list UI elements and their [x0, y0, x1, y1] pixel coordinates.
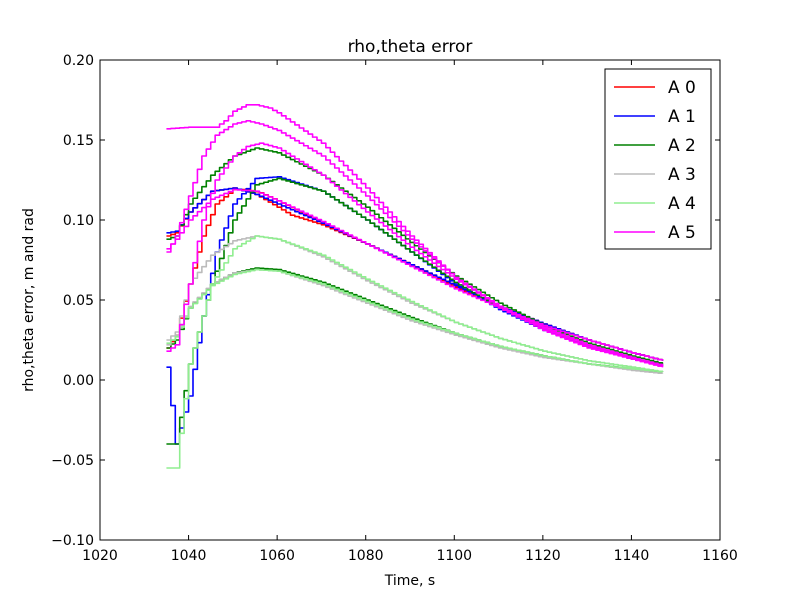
legend-label: A 1	[668, 107, 696, 127]
x-tick-label: 1140	[614, 548, 650, 564]
x-tick-label: 1160	[702, 548, 738, 564]
series-line-a4-0	[166, 235, 664, 469]
legend-label: A 0	[668, 78, 696, 98]
y-tick-label: −0.05	[51, 453, 94, 469]
tick-layer: 1020 1040 1060 1080 1100 1120 1140 1160 −0.10 −0.…	[51, 53, 738, 564]
series-line-a5-1	[166, 120, 664, 368]
series-line-a2-1	[166, 147, 664, 364]
y-tick-label: 0.00	[63, 373, 94, 389]
x-tick-label: 1040	[171, 548, 207, 564]
legend: A 0 A 1 A 2 A 3 A 4 A 5	[604, 68, 712, 250]
y-tick-label: 0.15	[63, 133, 94, 149]
legend-label: A 3	[668, 165, 696, 185]
series-line-a5-2	[166, 188, 664, 361]
x-tick-label: 1060	[259, 548, 295, 564]
y-axis-title: rho,theta error, m and rad	[21, 208, 37, 392]
chart-title: rho,theta error	[348, 37, 473, 57]
x-axis-title: Time, s	[384, 573, 435, 589]
x-tick-label: 1100	[436, 548, 472, 564]
y-tick-label: 0.10	[63, 213, 94, 229]
legend-label: A 5	[668, 223, 696, 243]
y-tick-label: 0.20	[63, 53, 94, 69]
legend-box	[604, 68, 712, 250]
legend-label: A 4	[668, 194, 696, 214]
plot-frame	[99, 59, 721, 541]
series-layer	[166, 104, 664, 469]
x-tick-label: 1120	[525, 548, 561, 564]
series-line-a5-3	[166, 142, 664, 366]
x-tick-label: 1080	[348, 548, 384, 564]
series-line-a4-1	[166, 268, 664, 373]
legend-label: A 2	[668, 136, 696, 156]
y-tick-label: 0.05	[63, 293, 94, 309]
y-tick-label: −0.10	[51, 533, 94, 549]
x-tick-label: 1020	[82, 548, 118, 564]
